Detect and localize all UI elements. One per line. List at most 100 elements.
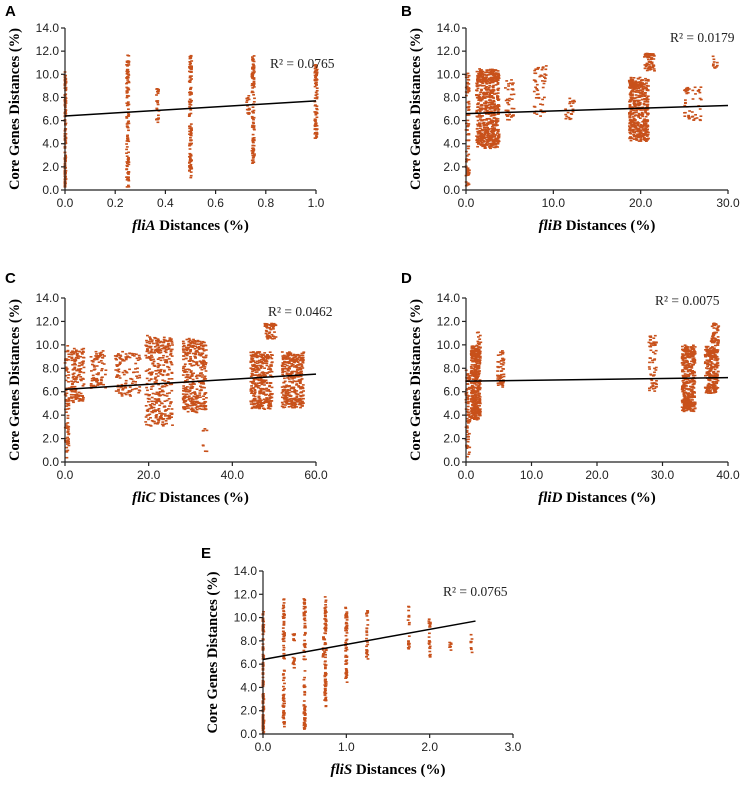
- data-point: [313, 128, 317, 131]
- data-point: [470, 357, 474, 360]
- data-point: [161, 379, 165, 381]
- data-point: [544, 77, 547, 80]
- data-point: [630, 125, 634, 127]
- data-point: [186, 368, 190, 371]
- data-point: [478, 75, 482, 78]
- data-point: [692, 370, 696, 373]
- data-points: [63, 54, 319, 188]
- data-point: [270, 322, 273, 325]
- data-point: [90, 360, 94, 362]
- data-point: [645, 82, 648, 84]
- data-point: [472, 367, 475, 370]
- data-point: [296, 380, 299, 383]
- data-point: [123, 369, 127, 372]
- data-point: [125, 64, 128, 66]
- data-point: [126, 165, 129, 168]
- data-point: [644, 79, 648, 82]
- data-point: [493, 124, 497, 126]
- data-point: [251, 87, 255, 89]
- data-point: [285, 390, 288, 393]
- data-point: [465, 377, 469, 379]
- data-point: [511, 115, 515, 117]
- data-point: [315, 84, 318, 86]
- data-point: [159, 351, 163, 354]
- data-point: [489, 144, 493, 146]
- data-point: [149, 345, 153, 348]
- data-point: [192, 338, 195, 341]
- data-point: [125, 186, 129, 188]
- data-point: [489, 115, 493, 117]
- data-point: [641, 128, 645, 130]
- data-point: [188, 155, 191, 158]
- data-point: [270, 325, 273, 327]
- data-point: [466, 419, 470, 422]
- data-point: [480, 88, 483, 91]
- data-point: [170, 372, 174, 374]
- data-point: [691, 364, 694, 366]
- data-point: [712, 61, 716, 63]
- data-point: [155, 379, 159, 382]
- data-point: [200, 368, 204, 371]
- data-point: [284, 386, 287, 388]
- data-point: [160, 402, 163, 404]
- data-point: [126, 355, 129, 357]
- data-point: [484, 104, 488, 107]
- data-point: [544, 74, 548, 76]
- data-point: [146, 389, 149, 392]
- data-point: [260, 359, 263, 361]
- data-point: [492, 113, 496, 115]
- data-point: [195, 408, 199, 411]
- data-point: [65, 369, 68, 372]
- data-point: [629, 82, 633, 85]
- data-point: [501, 351, 505, 354]
- data-point: [494, 128, 498, 131]
- data-point: [479, 105, 483, 107]
- data-point: [167, 408, 170, 410]
- data-point: [486, 71, 489, 74]
- data-point: [535, 88, 539, 90]
- data-point: [644, 115, 648, 118]
- data-point: [153, 422, 157, 425]
- data-point: [471, 351, 474, 354]
- data-point: [635, 109, 638, 112]
- data-point: [478, 399, 482, 401]
- data-point: [491, 140, 495, 142]
- data-point: [467, 133, 471, 135]
- data-point: [148, 424, 152, 427]
- data-point: [254, 383, 257, 386]
- data-point: [472, 399, 476, 402]
- data-point: [136, 371, 139, 373]
- data-point: [642, 126, 646, 128]
- data-point: [191, 346, 195, 349]
- data-point: [158, 364, 162, 366]
- data-point: [159, 340, 163, 343]
- data-point: [246, 97, 250, 99]
- data-point: [78, 399, 82, 401]
- data-point: [189, 112, 193, 115]
- data-point: [476, 386, 480, 388]
- data-point: [509, 82, 512, 85]
- data-point: [490, 114, 494, 116]
- data-point: [248, 108, 251, 111]
- data-point: [77, 395, 81, 398]
- data-point: [497, 108, 501, 110]
- data-point: [634, 130, 638, 133]
- data-point: [533, 72, 537, 74]
- data-point: [150, 354, 153, 357]
- data-point: [185, 354, 189, 357]
- data-point: [299, 375, 303, 378]
- data-point: [693, 362, 697, 364]
- data-point: [283, 354, 286, 357]
- data-point: [650, 62, 654, 65]
- data-point: [163, 340, 167, 342]
- data-point: [181, 374, 185, 376]
- data-point: [473, 355, 476, 357]
- data-point: [638, 103, 642, 106]
- data-point: [201, 374, 204, 376]
- data-point: [146, 348, 149, 350]
- data-point: [157, 399, 161, 401]
- data-point: [646, 95, 650, 97]
- data-point: [202, 383, 206, 385]
- data-point: [64, 78, 68, 80]
- data-point: [466, 383, 469, 385]
